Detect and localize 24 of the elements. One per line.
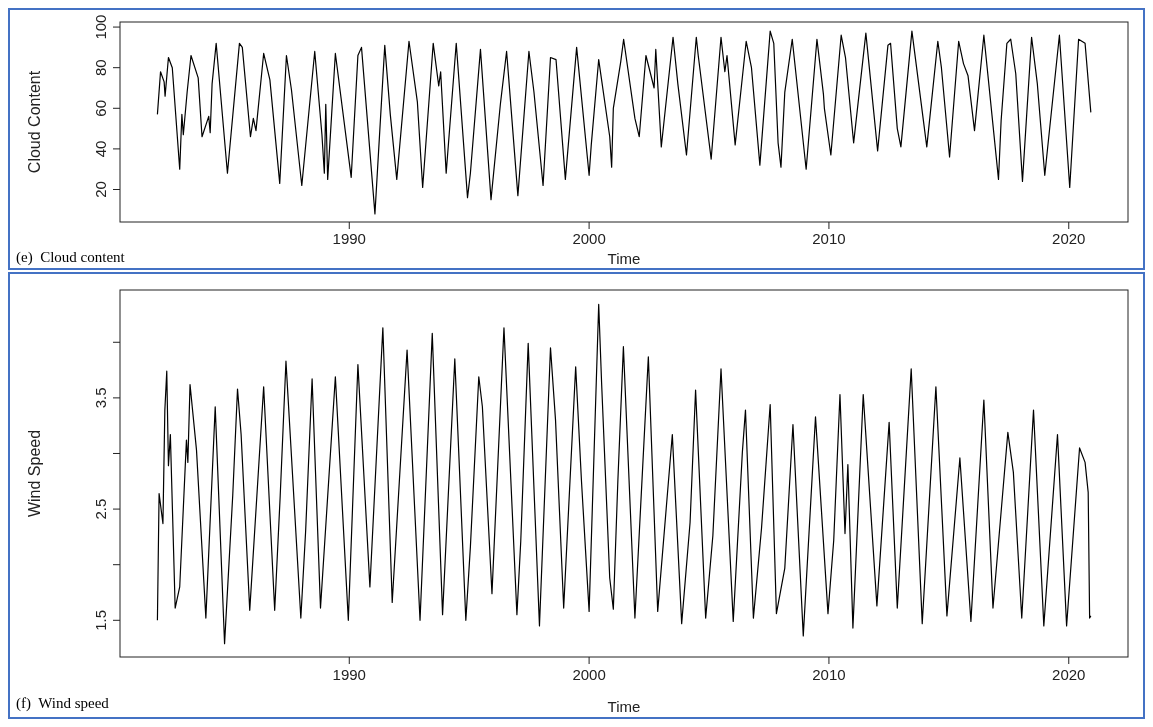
x-tick-label: 2010 [812,230,846,247]
line-series [156,30,1092,215]
x-axis-title: Time [607,250,641,267]
x-tick-label: 2020 [1052,666,1086,683]
x-tick-label: 2010 [812,666,846,683]
y-axis-title: Wind Speed [26,429,43,518]
y-tick-label: 60 [92,99,109,117]
y-tick-label: 20 [92,181,109,198]
y-tick-label: 100 [92,14,109,40]
y-tick-label: 1.5 [92,609,109,631]
y-axis-title: Cloud Content [26,70,43,174]
text: (f) Wind speed [16,695,110,712]
y-tick-label: 3.5 [92,387,109,409]
x-axis-title: Time [607,698,641,715]
x-tick-label: 2020 [1052,230,1086,247]
x-tick-label: 2000 [572,666,606,683]
text: (e) Cloud content [16,249,126,266]
x-tick-label: 2000 [572,230,606,247]
y-tick-label: 80 [92,59,109,77]
y-tick-label: 40 [92,140,109,158]
x-tick-label: 1990 [332,230,366,247]
y-tick-label: 2.5 [92,498,109,520]
line-series [156,303,1092,645]
x-tick-label: 1990 [332,666,366,683]
